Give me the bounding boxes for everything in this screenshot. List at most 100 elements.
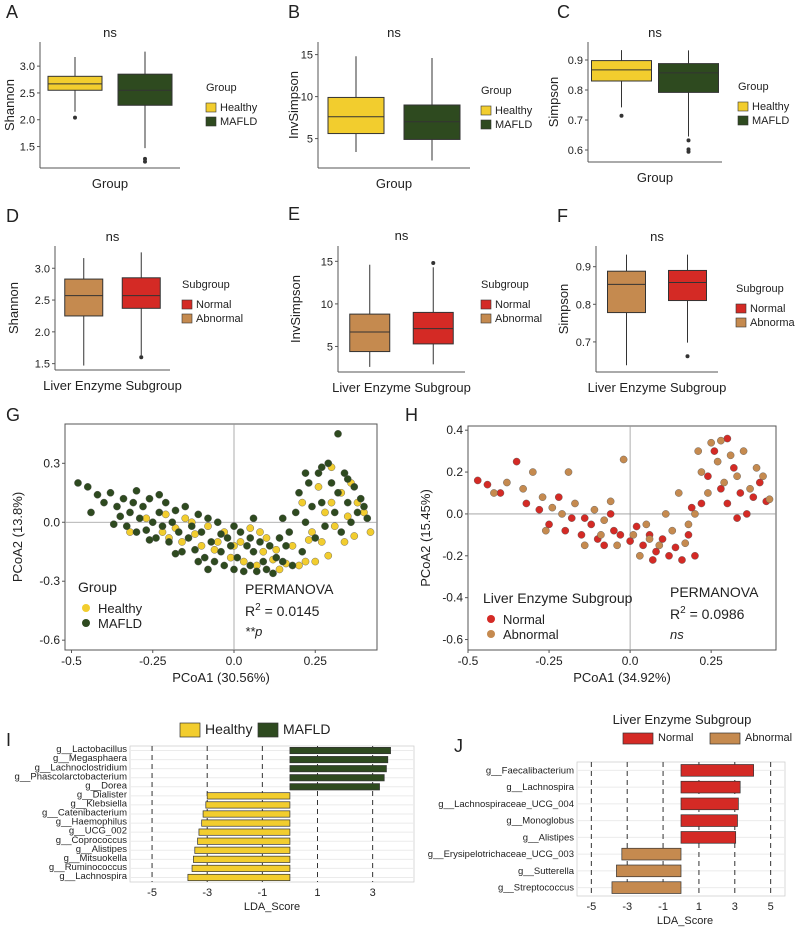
legend-key bbox=[487, 630, 495, 638]
taxon-label: g__Erysipelotrichaceae_UCG_003 bbox=[428, 849, 574, 860]
point-normal bbox=[755, 478, 764, 487]
point-normal bbox=[483, 480, 492, 489]
point-mafld bbox=[126, 508, 134, 517]
legend-key bbox=[709, 732, 741, 745]
legend-label: MAFLD bbox=[98, 616, 142, 631]
x-tick-label: -0.5 bbox=[61, 654, 82, 668]
point-healthy bbox=[142, 514, 151, 523]
point-normal bbox=[632, 522, 641, 531]
point-mafld bbox=[132, 528, 141, 536]
point-abnormal bbox=[681, 539, 690, 548]
point-normal bbox=[697, 499, 706, 508]
lda-bar bbox=[187, 873, 291, 881]
point-mafld bbox=[350, 483, 359, 491]
y-tick-label: -0.6 bbox=[442, 633, 463, 647]
legend-label: Normal bbox=[503, 612, 545, 627]
point-mafld bbox=[106, 488, 115, 497]
x-axis-label: LDA_Score bbox=[244, 901, 300, 913]
point-normal bbox=[587, 520, 596, 529]
lda-bar bbox=[680, 814, 738, 827]
point-mafld bbox=[353, 508, 362, 517]
point-normal bbox=[512, 457, 521, 466]
legend-key bbox=[480, 119, 492, 130]
legend-key bbox=[82, 619, 90, 627]
point-mafld bbox=[252, 567, 261, 576]
point-healthy bbox=[197, 542, 206, 550]
point-abnormal bbox=[619, 455, 628, 464]
point-mafld bbox=[87, 508, 95, 517]
point-mafld bbox=[230, 522, 238, 530]
lda-bar bbox=[680, 797, 739, 811]
point-mafld bbox=[301, 469, 310, 477]
point-mafld bbox=[145, 536, 154, 544]
point-abnormal bbox=[668, 526, 677, 535]
point-mafld bbox=[155, 490, 164, 499]
point-mafld bbox=[109, 520, 118, 529]
y-axis-label: Simpson bbox=[556, 284, 571, 335]
point-healthy bbox=[239, 557, 248, 566]
x-axis-label: PCoA1 (30.56%) bbox=[172, 670, 270, 685]
point-mafld bbox=[334, 488, 342, 497]
y-tick-label: 2.5 bbox=[35, 295, 50, 307]
legend-label: Healthy bbox=[205, 721, 252, 737]
y-tick-label: 5 bbox=[307, 134, 313, 146]
box-outlier bbox=[619, 113, 624, 118]
point-mafld bbox=[139, 502, 147, 511]
point-healthy bbox=[343, 512, 352, 521]
point-mafld bbox=[197, 528, 206, 536]
y-tick-label: 10 bbox=[301, 92, 313, 104]
taxon-label: g__Lachnoclostridium bbox=[35, 762, 128, 773]
point-mafld bbox=[187, 522, 196, 530]
box-healthy bbox=[327, 96, 385, 135]
lda-bar bbox=[680, 764, 754, 777]
point-normal bbox=[687, 503, 696, 512]
point-mafld bbox=[220, 561, 229, 570]
significance-label: ns bbox=[387, 25, 401, 40]
point-abnormal bbox=[606, 497, 615, 506]
point-healthy bbox=[288, 542, 297, 550]
point-normal bbox=[580, 514, 589, 522]
box-outlier bbox=[139, 355, 144, 360]
point-mafld bbox=[311, 534, 320, 542]
point-mafld bbox=[317, 498, 326, 507]
point-normal bbox=[691, 551, 699, 560]
taxon-label: g__Sutterella bbox=[518, 866, 575, 877]
point-normal bbox=[717, 485, 725, 493]
taxon-label: g__Dialister bbox=[77, 789, 127, 800]
x-tick-label: 0.25 bbox=[304, 654, 328, 668]
lda-bar bbox=[197, 837, 291, 845]
point-healthy bbox=[317, 538, 326, 546]
r2-text: R2 = 0.0145 bbox=[245, 602, 320, 619]
x-tick-label: 3 bbox=[370, 887, 376, 899]
permanova-label: PERMANOVA bbox=[670, 584, 759, 600]
legend-label: Healthy bbox=[495, 105, 533, 117]
point-mafld bbox=[301, 518, 310, 527]
legend-title: Group bbox=[78, 579, 117, 595]
y-tick-label: 2.0 bbox=[35, 327, 50, 339]
panel-H: H -0.5 -0.25 0.0 0.25 -0.6 -0.4 -0.2 0.0 0.2 0.4 PC… bbox=[405, 405, 777, 685]
taxon-label: g__Alistipes bbox=[76, 844, 127, 855]
legend-label: Abnormal bbox=[503, 627, 559, 642]
legend-key bbox=[205, 116, 217, 127]
point-abnormal bbox=[713, 457, 722, 466]
point-abnormal bbox=[746, 485, 754, 493]
point-mafld bbox=[337, 528, 346, 536]
x-axis-label: Liver Enzyme Subgroup bbox=[588, 380, 727, 395]
point-normal bbox=[600, 541, 608, 550]
point-healthy bbox=[350, 532, 359, 540]
legend-label: Abnormal bbox=[745, 732, 792, 744]
taxon-label: g__Lachnospira bbox=[506, 782, 574, 793]
point-normal bbox=[554, 493, 563, 501]
point-mafld bbox=[168, 518, 177, 527]
x-tick-label: -5 bbox=[147, 887, 157, 899]
x-axis-label: Group bbox=[92, 176, 128, 191]
point-normal bbox=[567, 514, 576, 522]
lda-bar bbox=[289, 774, 385, 782]
legend-key bbox=[487, 615, 495, 623]
point-mafld bbox=[174, 528, 183, 536]
point-normal bbox=[733, 514, 741, 522]
point-abnormal bbox=[720, 478, 728, 487]
box-outlier bbox=[685, 354, 690, 359]
r2-value: = 0.0145 bbox=[261, 603, 320, 619]
